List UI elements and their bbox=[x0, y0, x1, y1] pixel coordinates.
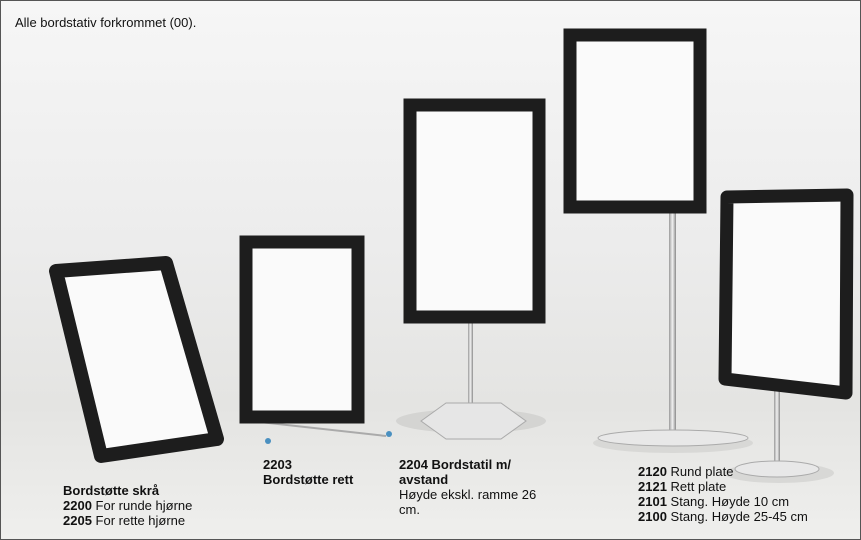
caption-title: 2204 Bordstatil m/ avstand bbox=[399, 457, 511, 487]
frame-tall bbox=[570, 35, 700, 207]
foot bbox=[265, 438, 271, 444]
pole bbox=[669, 211, 676, 436]
frame-tilted bbox=[56, 263, 217, 456]
frame-round bbox=[725, 195, 847, 393]
caption: 2203 Bordstøtte rett bbox=[263, 457, 353, 487]
caption-text: For runde hjørne bbox=[96, 498, 193, 513]
caption-text: Høyde ekskl. ramme 26 cm. bbox=[399, 487, 536, 517]
base bbox=[421, 403, 526, 439]
caption-text: Stang. Høyde 10 cm bbox=[671, 494, 790, 509]
base bbox=[598, 430, 748, 446]
caption: 2120 Rund plate 2121 Rett plate 2101 Sta… bbox=[638, 464, 808, 524]
code: 2203 bbox=[263, 457, 292, 472]
frame-straight bbox=[246, 242, 358, 417]
caption-text: For rette hjørne bbox=[96, 513, 186, 528]
caption: 2204 Bordstatil m/ avstand Høyde ekskl. … bbox=[399, 457, 559, 517]
code: 2200 bbox=[63, 498, 92, 513]
code: 2101 bbox=[638, 494, 667, 509]
caption-text: Stang. Høyde 25-45 cm bbox=[671, 509, 808, 524]
caption: Bordstøtte skrå 2200 For runde hjørne 22… bbox=[63, 483, 192, 528]
header: Alle bordstativ forkrommet (00). bbox=[15, 15, 196, 30]
caption-title: Bordstøtte skrå bbox=[63, 483, 159, 498]
pole bbox=[774, 386, 780, 468]
caption-title: Bordstøtte rett bbox=[263, 472, 353, 487]
caption-text: Rund plate bbox=[671, 464, 734, 479]
code: 2120 bbox=[638, 464, 667, 479]
pole bbox=[468, 321, 473, 409]
code: 2121 bbox=[638, 479, 667, 494]
code: 2205 bbox=[63, 513, 92, 528]
foot bbox=[386, 431, 392, 437]
code: 2100 bbox=[638, 509, 667, 524]
frame-stand bbox=[410, 105, 539, 317]
caption-text: Rett plate bbox=[671, 479, 727, 494]
page: Alle bordstativ forkrommet (00). Bordstø… bbox=[0, 0, 861, 540]
